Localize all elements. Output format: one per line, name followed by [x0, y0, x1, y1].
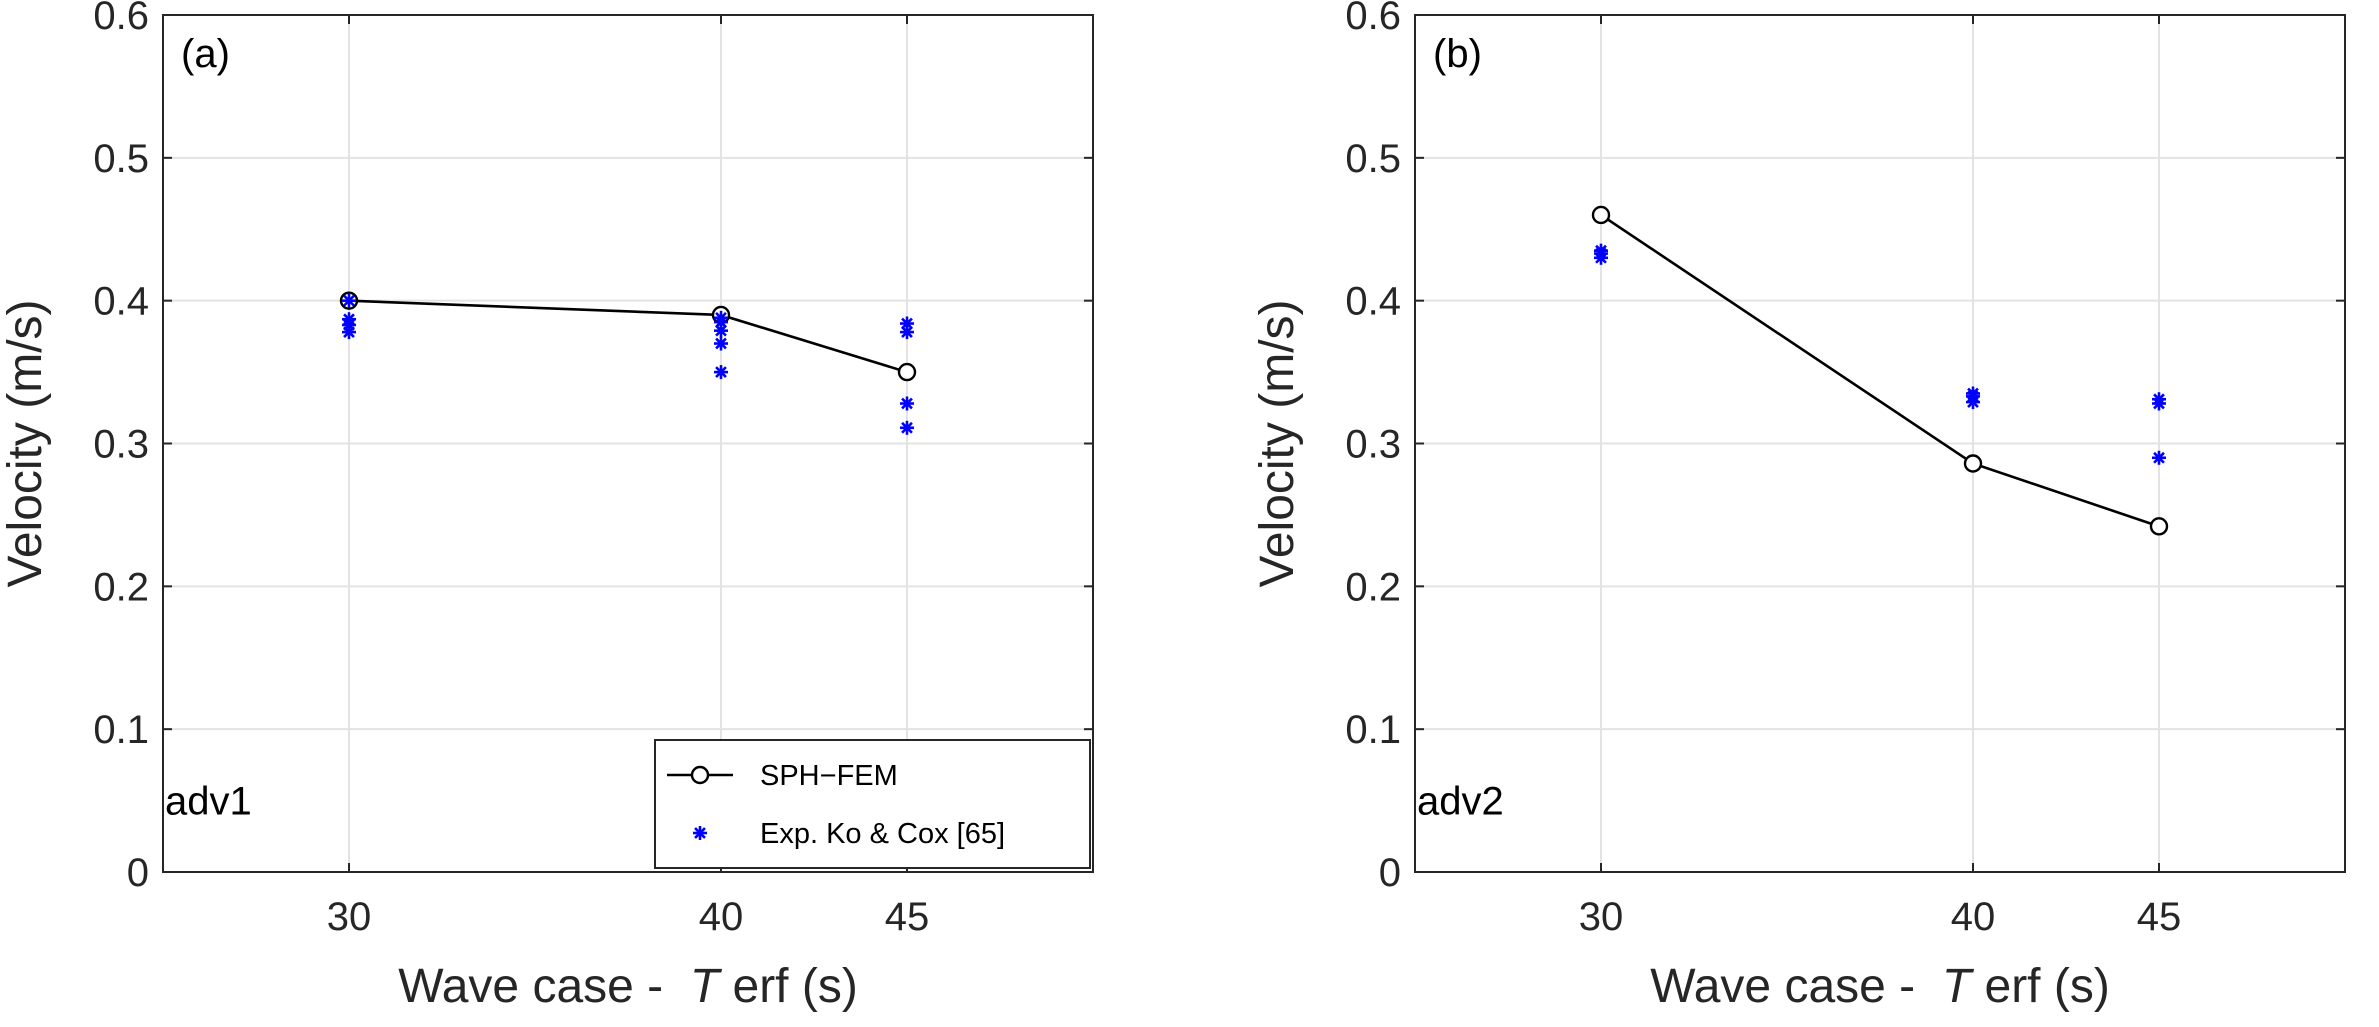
legend: SPH−FEM Exp. Ko & Cox [65]: [654, 739, 1091, 869]
data-point: [897, 362, 917, 382]
y-tick-label: 0.3: [93, 423, 149, 467]
data-point: [342, 325, 356, 340]
legend-label: SPH−FEM: [760, 760, 898, 792]
data-point: [342, 293, 356, 308]
data-point: [1966, 395, 1980, 410]
panel-label: (a): [181, 32, 230, 76]
legend-box: [654, 739, 1091, 869]
x-tick-label: 30: [327, 895, 372, 939]
legend-marker: [690, 765, 710, 785]
y-tick-label: 0.4: [1345, 280, 1401, 324]
legend-item: Exp. Ko & Cox [65]: [693, 818, 1005, 850]
data-point: [714, 336, 728, 351]
chart-panel-2: 30 40 45 0 0.1 0.2 0.3 0.4 0.5 0.6 Wave case - T e…: [1251, 0, 2346, 1013]
series-experiment: [1594, 243, 2166, 465]
legend-label: Exp. Ko & Cox [65]: [760, 818, 1005, 850]
x-tick-label: 40: [1951, 895, 1996, 939]
x-tick-label: 45: [885, 895, 930, 939]
y-tick-label: 0.1: [93, 708, 149, 752]
series-sph-fem: [1591, 205, 2169, 536]
data-point: [714, 323, 728, 338]
data-point: [1591, 205, 1611, 225]
y-axis-label: Velocity (m/s): [1251, 299, 1304, 587]
data-point: [900, 420, 914, 435]
x-axis-label: Wave case - T erf (s): [1650, 960, 2110, 1013]
data-point: [2152, 396, 2166, 411]
annotation-label: adv2: [1417, 780, 1504, 824]
y-tick-label: 0.3: [1345, 423, 1401, 467]
y-tick-label: 0: [1379, 851, 1401, 895]
y-tick-label: 0.6: [1345, 0, 1401, 38]
legend-marker: [693, 826, 707, 840]
annotation-label: adv1: [165, 780, 252, 824]
x-tick-label: 30: [1579, 895, 1624, 939]
y-tick-label: 0.2: [1345, 565, 1401, 609]
y-tick-label: 0.4: [93, 280, 149, 324]
y-tick-label: 0.5: [93, 137, 149, 181]
x-tick-label: 45: [2137, 895, 2182, 939]
y-axis-label: Velocity (m/s): [0, 299, 52, 587]
data-point: [714, 365, 728, 380]
panel-label: (b): [1433, 32, 1482, 76]
y-tick-label: 0.1: [1345, 708, 1401, 752]
data-point: [1963, 454, 1983, 473]
x-axis-label: Wave case - T erf (s): [398, 960, 858, 1013]
y-tick-label: 0.6: [93, 0, 149, 38]
legend-item: SPH−FEM: [667, 760, 898, 792]
chart-panel-1: 30 40 45 0 0.1 0.2 0.3 0.4 0.5 0.6 Wave case - T e…: [0, 0, 1094, 1013]
x-tick-label: 40: [699, 895, 744, 939]
data-point: [1594, 250, 1608, 265]
y-tick-label: 0.2: [93, 565, 149, 609]
data-point: [714, 315, 728, 330]
data-point: [2149, 517, 2169, 536]
data-point: [2152, 450, 2166, 465]
data-point: [900, 396, 914, 411]
data-point: [900, 325, 914, 340]
y-tick-label: 0.5: [1345, 137, 1401, 181]
y-tick-label: 0: [127, 851, 149, 895]
series-experiment: [342, 293, 914, 435]
